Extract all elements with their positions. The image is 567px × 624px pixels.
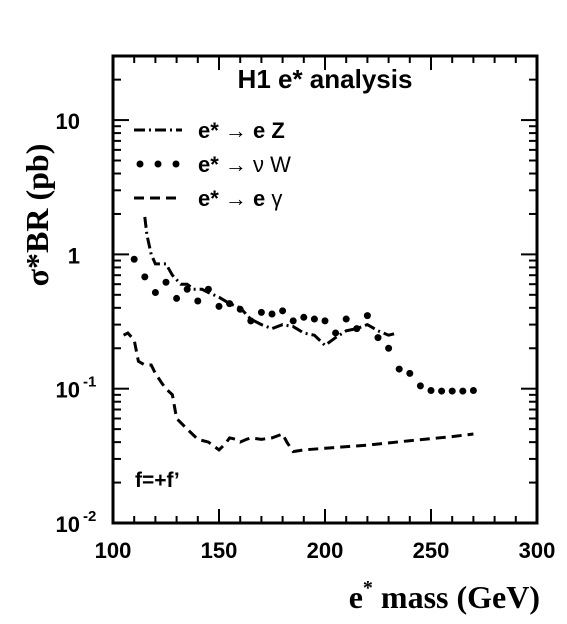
ew-data-point	[416, 382, 424, 390]
x-tick-label: 200	[307, 538, 344, 563]
ew-data-point	[130, 255, 138, 263]
x-tick-labels: 100 150 200 250 300	[95, 538, 556, 563]
ew-data-point	[342, 315, 350, 323]
ew-data-point	[204, 285, 212, 293]
y-tick-label: 10	[56, 109, 80, 134]
y-tick-label: 10	[56, 378, 80, 403]
ew-data-point	[374, 334, 382, 342]
ew-data-point	[162, 278, 170, 286]
ew-data-point	[151, 289, 159, 297]
ew-data-point	[459, 387, 467, 395]
ew-data-point	[141, 273, 149, 281]
egamma-series-line	[122, 331, 474, 454]
ew-data-point	[300, 313, 308, 321]
x-tick-label: 300	[519, 538, 556, 563]
ew-data-point	[363, 312, 371, 320]
ew-data-point	[268, 310, 276, 318]
x-tick-label: 150	[201, 538, 238, 563]
x-axis-label: e* mass (GeV)	[349, 577, 540, 615]
ez-series-line	[143, 216, 398, 348]
ew-data-point	[469, 386, 477, 394]
ew-data-point	[279, 307, 287, 315]
coupling-annotation: f=+f’	[135, 469, 180, 492]
series-group	[122, 216, 477, 454]
ew-data-point	[310, 315, 318, 323]
ew-data-point	[183, 285, 191, 293]
ew-data-point	[332, 329, 340, 337]
ew-data-point	[257, 308, 265, 316]
legend-label-ew: e* → ν W	[198, 152, 291, 177]
ew-data-point	[247, 317, 255, 325]
y-axis-label: σ*BR (pb)	[19, 144, 55, 287]
legend-marker-ew	[136, 160, 144, 168]
x-tick-label: 250	[413, 538, 450, 563]
legend-marker-ew	[154, 160, 162, 168]
ew-data-point	[395, 365, 403, 373]
legend-label-egamma: e* → e γ	[198, 186, 282, 211]
y-tick-label: 1	[68, 243, 80, 268]
ew-data-point	[215, 302, 223, 310]
y-tick-exponent: -2	[83, 508, 96, 525]
plot-frame	[111, 54, 539, 525]
ew-data-point	[173, 294, 181, 302]
legend-marker-ew	[172, 160, 180, 168]
ew-data-point	[438, 387, 446, 395]
x-tick-label: 100	[95, 538, 132, 563]
legend: e* → e Z e* → ν W e* → e γ	[134, 118, 291, 211]
ew-data-point	[427, 386, 435, 394]
ew-data-point	[194, 297, 202, 305]
ew-data-point	[353, 325, 361, 333]
ew-data-point	[226, 300, 234, 308]
y-tick-exponent: -1	[83, 374, 96, 391]
ew-data-point	[289, 317, 297, 325]
y-tick-label: 10	[56, 512, 80, 537]
chart-title: H1 e* analysis	[238, 64, 413, 94]
ew-data-point	[448, 387, 456, 395]
ew-data-point	[321, 317, 329, 325]
ew-data-point	[385, 344, 393, 352]
legend-label-ez: e* → e Z	[198, 118, 285, 143]
ew-data-point	[236, 305, 244, 313]
tick-marks	[112, 55, 538, 524]
ew-data-point	[406, 369, 414, 377]
